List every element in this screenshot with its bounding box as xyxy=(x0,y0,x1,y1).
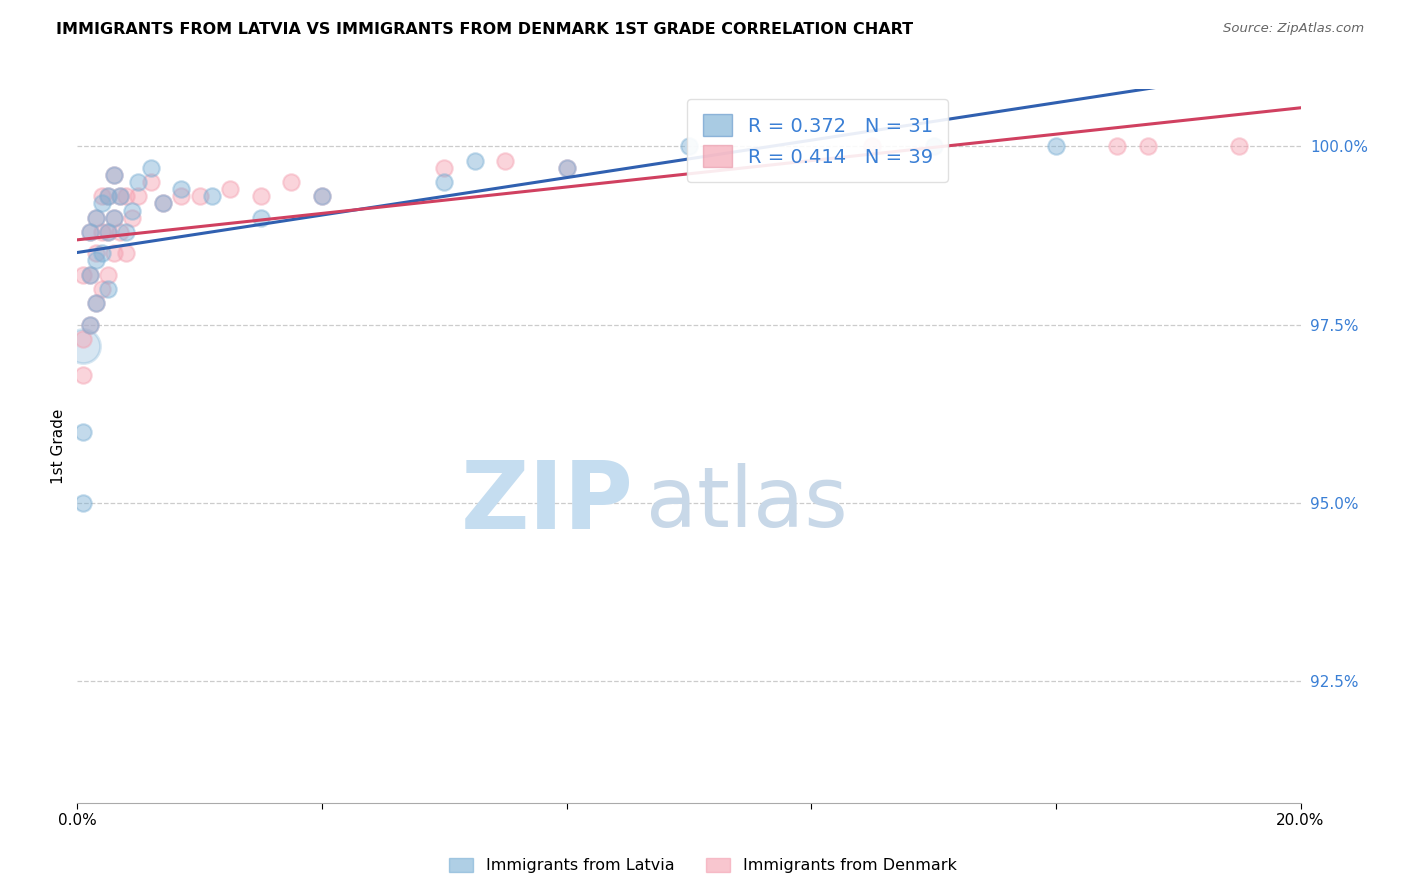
Point xyxy=(678,139,700,153)
Point xyxy=(72,425,94,439)
Point xyxy=(97,225,120,239)
Point xyxy=(170,182,193,196)
Point xyxy=(84,296,107,310)
Point xyxy=(108,189,131,203)
Point xyxy=(108,225,131,239)
Point xyxy=(1229,139,1251,153)
Point xyxy=(495,153,517,168)
Text: atlas: atlas xyxy=(647,463,848,543)
Point xyxy=(79,268,101,282)
Point xyxy=(311,189,333,203)
Point xyxy=(72,339,94,353)
Point xyxy=(84,211,107,225)
Point xyxy=(555,161,578,175)
Point xyxy=(127,175,149,189)
Point xyxy=(139,161,162,175)
Point xyxy=(97,189,120,203)
Point xyxy=(127,189,149,203)
Point xyxy=(79,318,101,332)
Point xyxy=(84,246,107,260)
Point xyxy=(90,196,112,211)
Point xyxy=(115,225,138,239)
Point xyxy=(121,203,143,218)
Point xyxy=(862,139,884,153)
Point xyxy=(170,189,193,203)
Point xyxy=(90,246,112,260)
Point xyxy=(152,196,174,211)
Point xyxy=(188,189,211,203)
Point xyxy=(1045,139,1067,153)
Point xyxy=(1107,139,1129,153)
Point xyxy=(103,211,125,225)
Point xyxy=(79,225,101,239)
Point xyxy=(922,139,945,153)
Point xyxy=(84,296,107,310)
Point xyxy=(103,168,125,182)
Point xyxy=(115,189,138,203)
Y-axis label: 1st Grade: 1st Grade xyxy=(51,409,66,483)
Point xyxy=(90,189,112,203)
Point xyxy=(280,175,302,189)
Point xyxy=(97,189,120,203)
Point xyxy=(433,161,456,175)
Point xyxy=(555,161,578,175)
Point xyxy=(97,268,120,282)
Point xyxy=(201,189,224,203)
Point xyxy=(97,225,120,239)
Point xyxy=(139,175,162,189)
Point xyxy=(79,225,101,239)
Point xyxy=(72,496,94,510)
Point xyxy=(79,268,101,282)
Point xyxy=(1136,139,1159,153)
Point xyxy=(103,211,125,225)
Text: ZIP: ZIP xyxy=(461,457,634,549)
Legend: R = 0.372   N = 31, R = 0.414   N = 39: R = 0.372 N = 31, R = 0.414 N = 39 xyxy=(688,99,948,182)
Point xyxy=(84,211,107,225)
Text: Source: ZipAtlas.com: Source: ZipAtlas.com xyxy=(1223,22,1364,36)
Point xyxy=(219,182,242,196)
Point xyxy=(103,168,125,182)
Point xyxy=(250,211,273,225)
Point xyxy=(311,189,333,203)
Point xyxy=(90,282,112,296)
Point xyxy=(108,189,131,203)
Point xyxy=(121,211,143,225)
Point xyxy=(84,253,107,268)
Text: IMMIGRANTS FROM LATVIA VS IMMIGRANTS FROM DENMARK 1ST GRADE CORRELATION CHART: IMMIGRANTS FROM LATVIA VS IMMIGRANTS FRO… xyxy=(56,22,914,37)
Point xyxy=(250,189,273,203)
Point xyxy=(90,225,112,239)
Point xyxy=(79,318,101,332)
Point xyxy=(464,153,486,168)
Point xyxy=(103,246,125,260)
Point xyxy=(72,332,94,346)
Point xyxy=(433,175,456,189)
Point xyxy=(115,246,138,260)
Point xyxy=(97,282,120,296)
Point xyxy=(152,196,174,211)
Point xyxy=(72,268,94,282)
Legend: Immigrants from Latvia, Immigrants from Denmark: Immigrants from Latvia, Immigrants from … xyxy=(443,851,963,880)
Point xyxy=(72,368,94,382)
